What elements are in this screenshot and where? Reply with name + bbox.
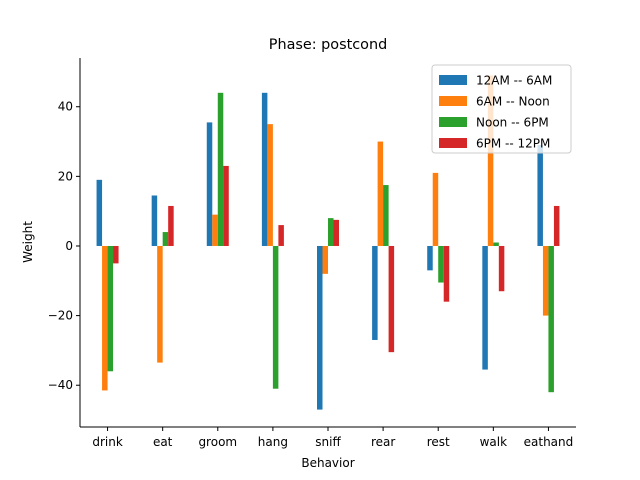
y-tick-label: −20 [48, 309, 73, 323]
x-axis-label: Behavior [301, 456, 354, 470]
x-ticks: drink eat groom hang sniff rear rest walk eathan… [92, 427, 573, 449]
legend-swatch-1 [439, 96, 467, 106]
bar-hang-series-0 [261, 92, 268, 246]
bar-rear-series-2 [383, 185, 389, 246]
bar-drink-series-1 [102, 245, 108, 391]
legend-label-0: 12AM -- 6AM [476, 74, 552, 88]
x-tick-label-rear: rear [371, 435, 395, 449]
bar-groom-series-2 [217, 92, 224, 246]
bar-eat-series-2 [162, 232, 169, 246]
bar-hang-series-2 [272, 245, 279, 389]
y-tick-label: 0 [65, 239, 73, 253]
bar-groom-series-1 [212, 214, 218, 246]
legend-box [431, 64, 572, 154]
bar-rest-series-3 [443, 245, 450, 302]
y-axis-label: Weight [21, 221, 35, 263]
bars-group [96, 75, 560, 410]
bar-rear-series-3 [388, 245, 395, 353]
bar-drink-series-0 [96, 179, 103, 246]
bar-rest-series-2 [438, 245, 444, 283]
bar-eat-series-0 [151, 195, 158, 246]
chart-title: Phase: postcond [269, 37, 387, 53]
bar-rear-series-0 [372, 245, 378, 340]
legend-swatch-0 [439, 75, 467, 85]
bar-eathand-series-2 [548, 245, 554, 393]
bar-groom-series-0 [206, 122, 213, 246]
bar-eathand-series-3 [553, 205, 560, 246]
bar-sniff-series-3 [333, 219, 339, 246]
legend-label-2: Noon -- 6PM [476, 116, 549, 130]
bar-rest-series-1 [432, 172, 439, 246]
bar-sniff-series-0 [317, 245, 323, 410]
bar-eat-series-3 [168, 205, 174, 246]
x-tick-label-walk: walk [480, 435, 508, 449]
x-tick-label-rest: rest [427, 435, 450, 449]
bar-walk-series-1 [487, 75, 494, 246]
legend-label-1: 6AM -- Noon [476, 95, 550, 109]
x-tick-label-hang: hang [258, 435, 288, 449]
bar-sniff-series-1 [322, 245, 328, 274]
y-tick-label: 20 [58, 169, 73, 183]
bar-rest-series-0 [427, 245, 433, 271]
bar-drink-series-3 [113, 245, 119, 264]
legend-swatch-3 [439, 138, 467, 148]
bar-groom-series-3 [223, 165, 229, 246]
x-tick-label-groom: groom [198, 435, 237, 449]
bar-walk-series-2 [493, 242, 499, 246]
bar-hang-series-3 [278, 225, 284, 246]
x-tick-label-drink: drink [92, 435, 122, 449]
bar-drink-series-2 [107, 245, 114, 372]
bar-walk-series-3 [498, 245, 505, 292]
x-tick-label-sniff: sniff [315, 435, 341, 449]
bar-eat-series-1 [157, 245, 163, 363]
bar-eathand-series-0 [537, 145, 543, 246]
bar-walk-series-0 [482, 245, 488, 370]
y-tick-label: −40 [48, 378, 73, 392]
bar-eathand-series-1 [542, 245, 549, 316]
y-tick-label: 40 [58, 100, 73, 114]
legend: 12AM -- 6AM 6AM -- Noon Noon -- 6PM 6PM -- … [431, 64, 572, 154]
legend-swatch-2 [439, 117, 467, 127]
y-ticks: −40 −20 0 20 40 [48, 100, 80, 392]
legend-label-3: 6PM -- 12PM [476, 137, 550, 151]
bar-rear-series-1 [377, 141, 384, 246]
bar-sniff-series-2 [328, 218, 334, 246]
bar-hang-series-1 [267, 124, 273, 246]
x-tick-label-eat: eat [153, 435, 173, 449]
x-tick-label-eathand: eathand [524, 435, 574, 449]
